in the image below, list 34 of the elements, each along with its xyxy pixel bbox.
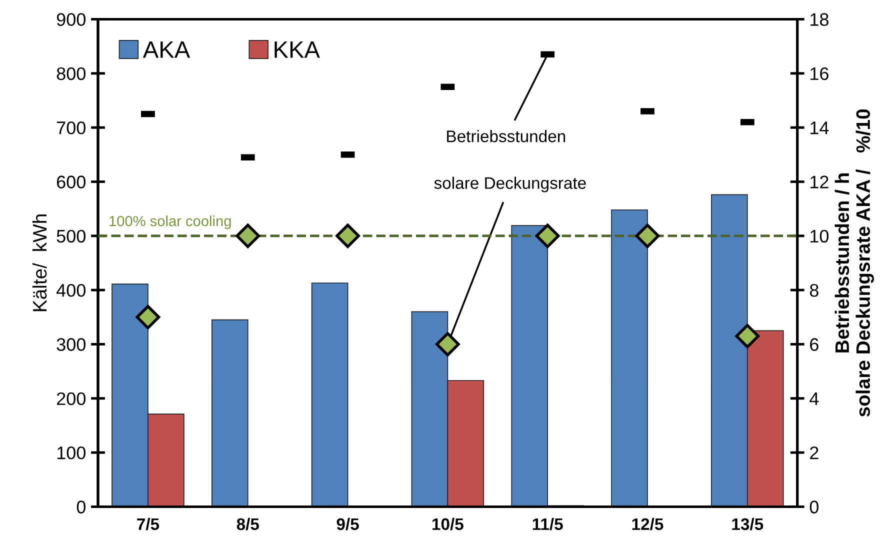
x-tick-label: 10/5 xyxy=(432,518,464,530)
y2-tick-label: 12 xyxy=(810,176,828,188)
y2-tick-label: 4 xyxy=(810,392,819,405)
x-tick-label: 7/5 xyxy=(137,518,160,530)
y2-tick-label: 8 xyxy=(810,284,818,297)
y-tick-label: 0 xyxy=(76,500,86,514)
legend-label: AKA xyxy=(142,41,190,58)
y-tick-label: 200 xyxy=(56,392,86,406)
y2-tick-label: 16 xyxy=(810,67,828,80)
y-tick-label: 600 xyxy=(57,176,86,188)
y2-tick-label: 14 xyxy=(810,122,829,134)
ref-line-label: 100% solar cooling xyxy=(110,216,231,230)
y2-tick-label: 10 xyxy=(810,230,829,243)
y-tick-label: 100 xyxy=(57,446,86,460)
y-axis-title: Kälte/ kWh xyxy=(32,214,47,312)
x-tick-label: 11/5 xyxy=(532,518,563,530)
x-tick-label: 12/5 xyxy=(632,518,664,530)
y-tick-label: 700 xyxy=(57,121,86,134)
y2-axis-title: Betriebsstunden / h solare Deckungsrate AKA / %/10 xyxy=(834,109,874,417)
y-tick-label: 800 xyxy=(56,67,86,80)
annotation: Betriebsstunden xyxy=(447,130,566,142)
y-tick-label: 400 xyxy=(56,284,86,297)
y2-tick-label: 0 xyxy=(810,500,818,514)
x-tick-label: 13/5 xyxy=(732,518,764,530)
y-tick-label: 500 xyxy=(56,230,86,243)
annotation: solare Deckungsrate xyxy=(434,176,586,192)
y2-tick-label: 18 xyxy=(810,13,828,26)
y-tick-label: 300 xyxy=(56,338,86,351)
x-tick-label: 9/5 xyxy=(336,518,359,530)
y2-tick-label: 6 xyxy=(810,338,818,351)
x-tick-label: 8/5 xyxy=(236,518,259,530)
legend-label: KKA xyxy=(274,41,320,58)
y2-tick-label: 2 xyxy=(810,446,818,460)
y-tick-label: 900 xyxy=(56,13,86,26)
